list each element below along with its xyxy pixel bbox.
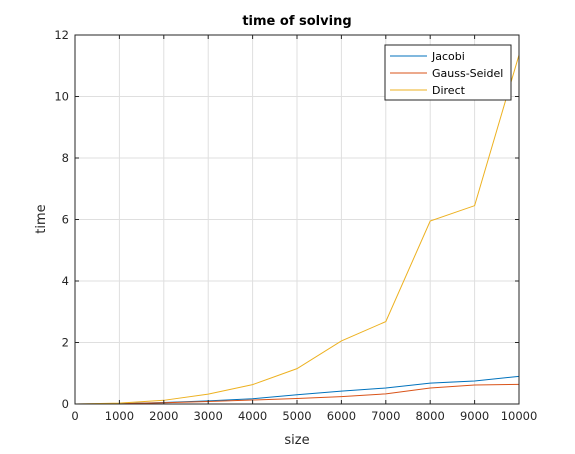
legend-label-direct: Direct (432, 84, 466, 97)
y-tick-label: 12 (54, 28, 69, 42)
y-tick-label: 8 (62, 151, 69, 165)
x-tick-label: 10000 (501, 409, 538, 423)
y-tick-label: 0 (62, 397, 69, 411)
tick-marks (74, 34, 520, 405)
y-tick-label: 10 (54, 90, 69, 104)
y-tick-label: 4 (62, 274, 69, 288)
tick-labels: 0 1000 2000 3000 4000 5000 6000 7000 8000 9000 100… (54, 28, 537, 423)
x-axis-label: size (284, 433, 309, 448)
x-tick-label: 5000 (282, 409, 311, 423)
series-line-direct (74, 54, 520, 405)
x-tick-label: 7000 (371, 409, 400, 423)
legend-label-jacobi: Jacobi (431, 50, 465, 63)
x-tick-label: 3000 (194, 409, 223, 423)
x-tick-label: 6000 (327, 409, 356, 423)
x-tick-label: 1000 (105, 409, 134, 423)
x-tick-label: 9000 (460, 409, 489, 423)
y-tick-label: 6 (62, 213, 69, 227)
legend: Jacobi Gauss-Seidel Direct (384, 44, 512, 101)
x-tick-label: 4000 (238, 409, 267, 423)
legend-label-gauss-seidel: Gauss-Seidel (432, 67, 503, 80)
y-axis-label: time (34, 204, 49, 233)
series-line-gauss-seidel (74, 383, 520, 405)
x-tick-label: 2000 (149, 409, 178, 423)
chart-title: time of solving (242, 14, 351, 29)
series-lines (74, 54, 520, 405)
y-tick-label: 2 (62, 336, 69, 350)
x-tick-label: 8000 (416, 409, 445, 423)
x-tick-label: 0 (71, 409, 78, 423)
